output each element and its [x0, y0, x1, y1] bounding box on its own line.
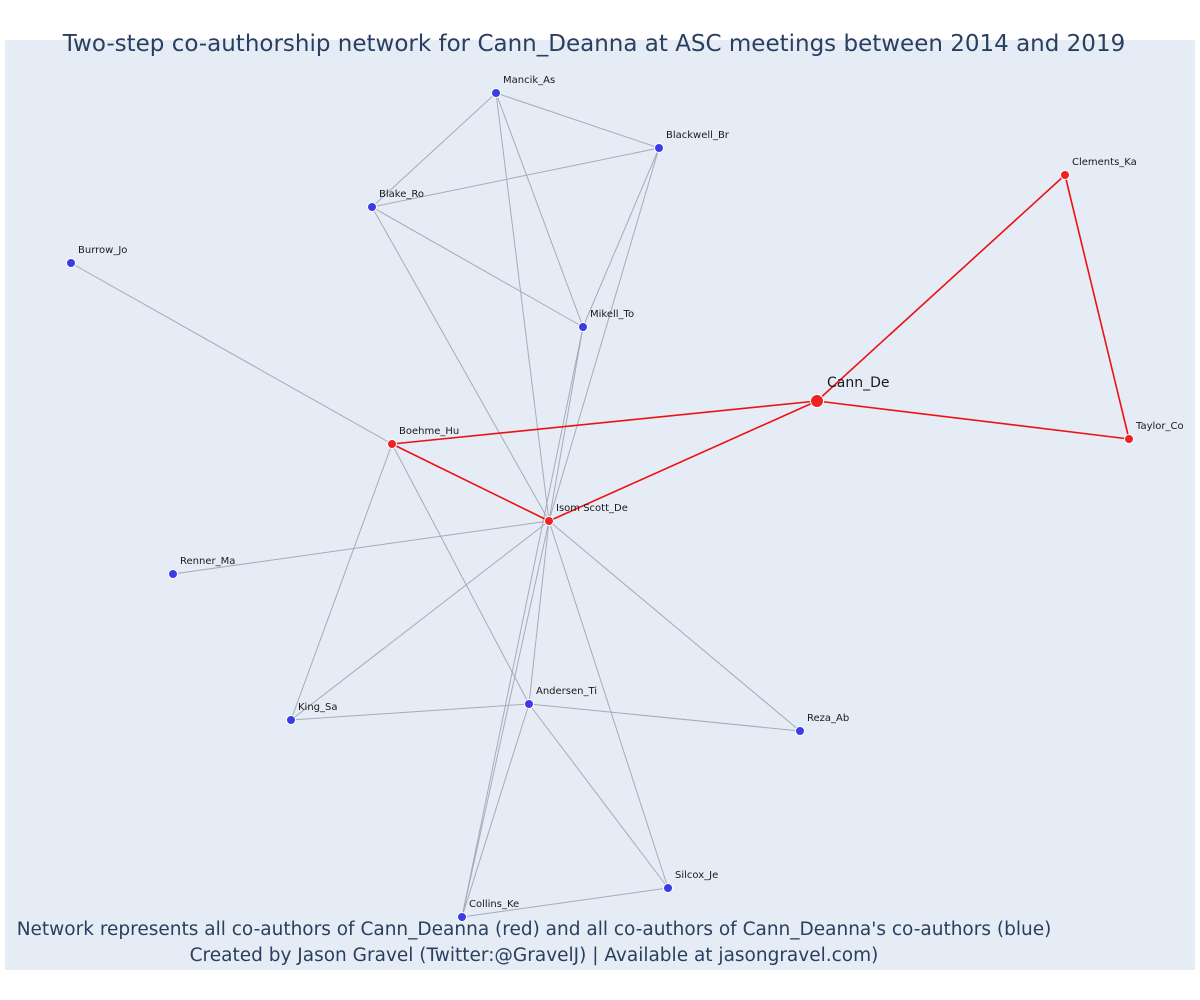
edge-mancik-as-blackwell-br — [495, 92, 660, 149]
node-boehme-hu[interactable] — [387, 439, 397, 449]
node-label-taylor-co: Taylor_Co — [1135, 421, 1184, 432]
node-layer: Cann_De Clements_Ka Taylor_Co Boehme_Hu Isom… — [66, 75, 1184, 922]
edge-cann-de-taylor-co — [816, 400, 1130, 440]
plot-background — [5, 40, 1195, 970]
edge-andersen-ti-reza-ab — [528, 703, 801, 732]
node-andersen-ti[interactable] — [524, 699, 534, 709]
edge-blake-ro-mikell-to — [371, 206, 584, 328]
node-taylor-co[interactable] — [1124, 434, 1134, 444]
node-label-clements-ka: Clements_Ka — [1072, 157, 1137, 168]
node-label-isom-scott-de: Isom Scott_De — [556, 503, 628, 514]
edge-clements-ka-taylor-co — [1064, 174, 1130, 440]
edge-boehme-hu-king-sa — [290, 443, 393, 721]
node-blake-ro[interactable] — [367, 202, 377, 212]
node-label-mancik-as: Mancik_As — [503, 75, 555, 86]
edge-blackwell-br-isom-scott-de — [548, 147, 660, 522]
node-renner-ma[interactable] — [168, 569, 178, 579]
footer-line-1: Network represents all co-authors of Can… — [16, 919, 1052, 940]
edge-isom-scott-de-andersen-ti — [528, 520, 550, 705]
node-reza-ab[interactable] — [795, 726, 805, 736]
node-cann-de[interactable] — [810, 394, 824, 408]
edge-burrow-jo-boehme-hu — [70, 262, 393, 445]
node-burrow-jo[interactable] — [66, 258, 76, 268]
node-silcox-je[interactable] — [663, 883, 673, 893]
edge-blackwell-br-blake-ro — [371, 147, 660, 208]
edge-king-sa-andersen-ti — [290, 703, 530, 721]
edge-cann-de-clements-ka — [816, 174, 1066, 402]
edge-mikell-to-collins-ke — [461, 326, 584, 918]
node-isom-scott-de[interactable] — [544, 516, 554, 526]
node-label-cann-de: Cann_De — [827, 375, 890, 391]
edge-andersen-ti-collins-ke — [461, 703, 530, 918]
node-collins-ke[interactable] — [457, 912, 467, 922]
node-blackwell-br[interactable] — [654, 143, 664, 153]
edge-isom-scott-de-silcox-je — [548, 520, 669, 889]
edge-blake-ro-isom-scott-de — [371, 206, 550, 522]
node-label-blackwell-br: Blackwell_Br — [666, 130, 730, 141]
edge-cann-de-boehme-hu — [391, 400, 818, 445]
edge-isom-scott-de-king-sa — [290, 520, 550, 721]
node-label-reza-ab: Reza_Ab — [807, 713, 849, 724]
edge-boehme-hu-isom-scott-de — [391, 443, 550, 522]
diagram-title: Two-step co-authorship network for Cann_… — [62, 31, 1126, 57]
edge-mancik-as-isom-scott-de — [495, 92, 550, 522]
edge-mancik-as-mikell-to — [495, 92, 584, 328]
node-label-mikell-to: Mikell_To — [590, 309, 634, 320]
edge-blackwell-br-mikell-to — [582, 147, 660, 328]
edge-cann-de-isom-scott-de — [548, 400, 818, 522]
footer-line-2: Created by Jason Gravel (Twitter:@Gravel… — [189, 945, 879, 966]
node-label-blake-ro: Blake_Ro — [379, 189, 424, 200]
edge-layer — [70, 92, 1130, 918]
node-mancik-as[interactable] — [491, 88, 501, 98]
edge-collins-ke-silcox-je — [461, 887, 669, 918]
node-label-silcox-je: Silcox_Je — [675, 870, 718, 881]
edge-isom-scott-de-collins-ke — [461, 520, 550, 918]
edge-mancik-as-blake-ro — [371, 92, 497, 208]
edge-mikell-to-isom-scott-de — [548, 326, 584, 522]
edge-boehme-hu-andersen-ti — [391, 443, 530, 705]
node-label-boehme-hu: Boehme_Hu — [399, 426, 459, 437]
node-king-sa[interactable] — [286, 715, 296, 725]
node-label-collins-ke: Collins_Ke — [469, 899, 519, 910]
footer-caption: Network represents all co-authors of Can… — [14, 917, 1054, 969]
node-label-renner-ma: Renner_Ma — [180, 556, 235, 567]
edge-renner-ma-isom-scott-de — [172, 520, 550, 575]
edge-isom-scott-de-reza-ab — [548, 520, 801, 732]
node-label-burrow-jo: Burrow_Jo — [78, 245, 127, 256]
node-mikell-to[interactable] — [578, 322, 588, 332]
node-clements-ka[interactable] — [1060, 170, 1070, 180]
node-label-king-sa: King_Sa — [298, 702, 338, 713]
edge-andersen-ti-silcox-je — [528, 703, 669, 889]
node-label-andersen-ti: Andersen_Ti — [536, 686, 597, 697]
